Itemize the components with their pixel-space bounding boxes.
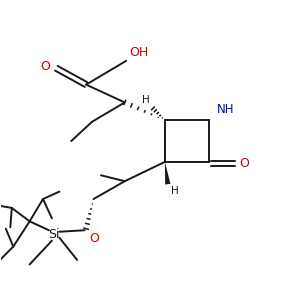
Text: NH: NH	[217, 103, 234, 116]
Text: O: O	[239, 157, 249, 170]
Text: O: O	[40, 60, 50, 73]
Text: Si: Si	[48, 228, 59, 241]
Polygon shape	[165, 162, 170, 184]
Text: O: O	[89, 232, 99, 245]
Text: H: H	[142, 95, 150, 105]
Text: H: H	[171, 186, 178, 196]
Text: OH: OH	[129, 46, 148, 59]
